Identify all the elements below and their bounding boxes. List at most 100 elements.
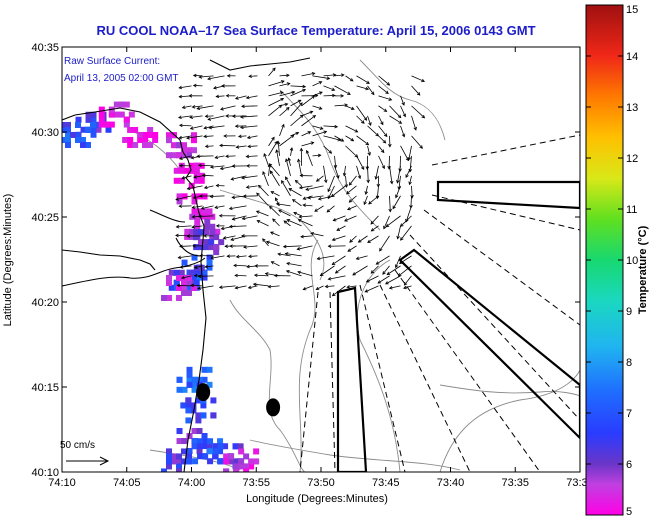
current-vector-head (396, 179, 400, 184)
current-vector (290, 99, 302, 107)
current-vector-head (368, 122, 372, 126)
current-vector (248, 285, 258, 289)
sst-pixel (206, 366, 213, 373)
current-vector-head (392, 205, 396, 210)
current-vector-head (256, 219, 261, 224)
current-vector-head (311, 95, 316, 99)
current-vector-head (226, 73, 231, 78)
colorbar-tick-label: 11 (626, 204, 637, 216)
sst-pixel (185, 275, 192, 282)
sst-pixel (206, 208, 213, 215)
current-vector-head (400, 237, 404, 241)
current-vector-head (349, 239, 353, 243)
current-vector-head (382, 139, 387, 144)
current-vector (180, 265, 192, 268)
current-vector-head (215, 224, 220, 228)
sst-pixel (184, 228, 191, 235)
current-vector-head (279, 91, 284, 95)
scale-label: 50 cm/s (60, 440, 95, 451)
sst-pixel (193, 264, 200, 271)
current-vector-head (278, 209, 282, 213)
current-vector (223, 235, 236, 239)
current-vector (290, 89, 306, 97)
sst-pixel (210, 397, 217, 404)
current-vector-head (330, 193, 335, 198)
current-vector (400, 105, 406, 117)
sst-pixel (180, 280, 187, 287)
current-vector (198, 164, 214, 167)
current-vector-head (178, 123, 183, 128)
sst-pixel (181, 259, 188, 266)
sst-pixel (198, 177, 205, 184)
current-vector-head (275, 149, 279, 153)
current-vector (179, 155, 192, 160)
current-vector (269, 206, 280, 217)
current-vector-head (241, 216, 246, 221)
sst-pixel (201, 269, 208, 276)
current-vector (256, 192, 269, 207)
current-vector (331, 185, 346, 197)
sst-pixel (196, 208, 203, 215)
sst-pixel (190, 285, 197, 292)
sst-pixel (168, 269, 175, 276)
sst-pixel (64, 126, 71, 133)
current-vector (285, 176, 291, 187)
current-vector (356, 255, 368, 260)
current-vector (301, 95, 315, 107)
sst-pixel (212, 448, 219, 455)
current-vector (229, 205, 247, 210)
sst-pixel (98, 111, 105, 118)
sst-pixel (201, 443, 208, 450)
sst-pixel (198, 244, 205, 251)
current-vector-head (302, 203, 307, 207)
current-vector (335, 265, 346, 274)
current-vector-head (350, 106, 355, 111)
current-vector-head (309, 110, 314, 115)
sst-pixel (191, 198, 198, 205)
current-vector-head (377, 280, 382, 284)
current-vector-head (210, 256, 214, 260)
current-vector-head (203, 185, 208, 190)
current-vector-head (375, 261, 380, 265)
sst-pixel (198, 239, 205, 246)
radar-coverage-lines (299, 134, 580, 472)
current-vector (303, 285, 313, 290)
sst-pixel (175, 152, 182, 159)
sst-pixel (85, 111, 92, 118)
current-vector-head (331, 237, 336, 242)
current-vector-head (350, 137, 355, 142)
current-vector-head (285, 158, 289, 163)
colorbar-tick-label: 13 (626, 102, 638, 114)
current-vector (301, 111, 313, 117)
current-vector-head (365, 141, 370, 146)
current-vector (286, 219, 302, 227)
current-vector (301, 72, 315, 77)
current-vector (312, 131, 327, 137)
current-vector-head (221, 84, 225, 88)
current-vector (400, 95, 405, 106)
sst-pixel (74, 131, 81, 138)
sst-pixel (188, 167, 195, 174)
current-vector-head (286, 219, 291, 223)
sst-pixel (210, 412, 217, 419)
current-vector (378, 75, 390, 86)
sst-pixel (193, 167, 200, 174)
current-vector (301, 131, 311, 137)
sst-pixel (223, 458, 230, 465)
current-vector-head (274, 197, 279, 202)
current-vector (254, 274, 269, 277)
sst-pixel (191, 254, 198, 261)
sst-pixel (90, 116, 97, 123)
current-vector (268, 104, 282, 117)
sst-pixel (207, 458, 214, 465)
current-vector (290, 147, 293, 156)
y-tick-label: 40:15 (31, 382, 59, 394)
sst-pixel (128, 111, 135, 118)
current-vector-head (175, 224, 180, 229)
current-vector (356, 115, 365, 124)
current-vector (344, 215, 357, 222)
current-vector (378, 145, 385, 153)
current-vector-head (286, 73, 290, 78)
current-vector (367, 85, 375, 95)
current-vector-head (416, 92, 421, 96)
